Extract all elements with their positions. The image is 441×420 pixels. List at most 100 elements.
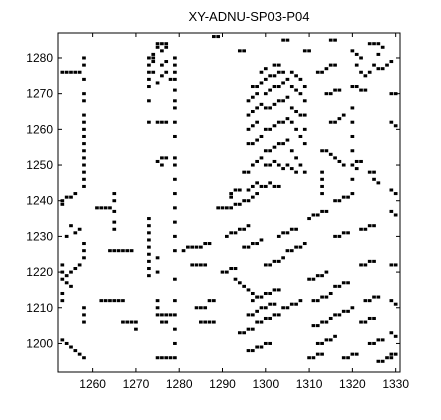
data-point [164,320,169,324]
data-point [103,299,108,303]
data-point [250,184,255,188]
data-point [320,274,324,278]
data-point [82,170,86,174]
data-point [60,202,65,206]
data-point [380,45,385,49]
data-point [350,352,355,356]
data-point [393,334,398,338]
data-point [268,341,272,345]
data-point [194,306,199,310]
data-point [285,249,290,253]
data-point [341,356,346,360]
data-point [289,120,294,124]
data-point [302,242,307,246]
data-point [250,349,255,353]
data-point [389,209,394,213]
data-point [212,35,216,39]
data-point [354,52,359,56]
data-point [237,188,242,192]
data-point [64,195,69,199]
data-point [64,234,69,238]
data-point [225,270,229,274]
data-point [302,142,307,146]
data-point [233,231,238,235]
data-point [60,299,65,303]
data-point [60,70,65,74]
data-point [367,316,372,320]
y-tick-label: 1210 [26,301,53,315]
data-point [333,38,337,42]
data-point [350,192,355,196]
data-point [164,45,169,49]
data-point [82,56,86,60]
data-point [173,299,177,303]
data-point [147,267,151,271]
data-point [77,263,82,267]
data-point [112,299,117,303]
data-point [125,320,130,324]
data-point [272,302,277,306]
data-point [337,159,342,163]
data-point [69,345,73,349]
data-point [164,313,169,317]
data-point [281,231,285,235]
data-point [173,99,177,103]
data-point [255,309,259,313]
data-point [359,70,363,74]
data-point [367,42,372,46]
data-point [315,341,320,345]
data-point [324,295,329,299]
data-point [69,195,73,199]
data-point [359,320,363,324]
data-point [82,63,86,67]
data-point [320,320,324,324]
data-point [246,142,251,146]
data-point [155,120,160,124]
data-point [229,195,233,199]
data-point [389,120,394,124]
data-point [199,320,203,324]
data-point [324,92,329,96]
data-point [73,70,78,74]
data-point [333,88,337,92]
data-point [242,331,246,335]
data-point [151,60,156,64]
data-point [285,38,290,42]
data-point [147,85,151,89]
data-point [350,149,355,153]
data-point [259,345,264,349]
data-point [276,142,281,146]
data-point [250,124,255,128]
data-point [112,220,117,224]
data-point [173,163,177,167]
data-point [164,42,169,46]
data-point [242,284,246,288]
data-point [173,327,177,331]
data-point [77,227,82,231]
data-point [129,249,134,253]
data-point [250,95,255,99]
data-point [315,352,320,356]
data-point [82,356,86,360]
data-point [333,156,337,160]
data-point [60,199,65,203]
data-point [147,238,151,242]
data-point [281,99,285,103]
data-point [134,320,138,324]
data-point [82,120,86,124]
data-point [272,63,277,67]
y-tick-label: 1230 [26,229,53,243]
data-point [173,77,177,81]
data-point [242,245,246,249]
data-point [272,159,277,163]
data-point [160,74,164,78]
data-point [294,170,298,174]
data-point [372,259,376,263]
data-point [285,77,290,81]
data-point [354,352,359,356]
data-point [82,320,86,324]
y-tick-label: 1260 [26,122,53,136]
data-point [82,113,86,117]
data-point [311,277,316,281]
data-point [246,313,251,317]
